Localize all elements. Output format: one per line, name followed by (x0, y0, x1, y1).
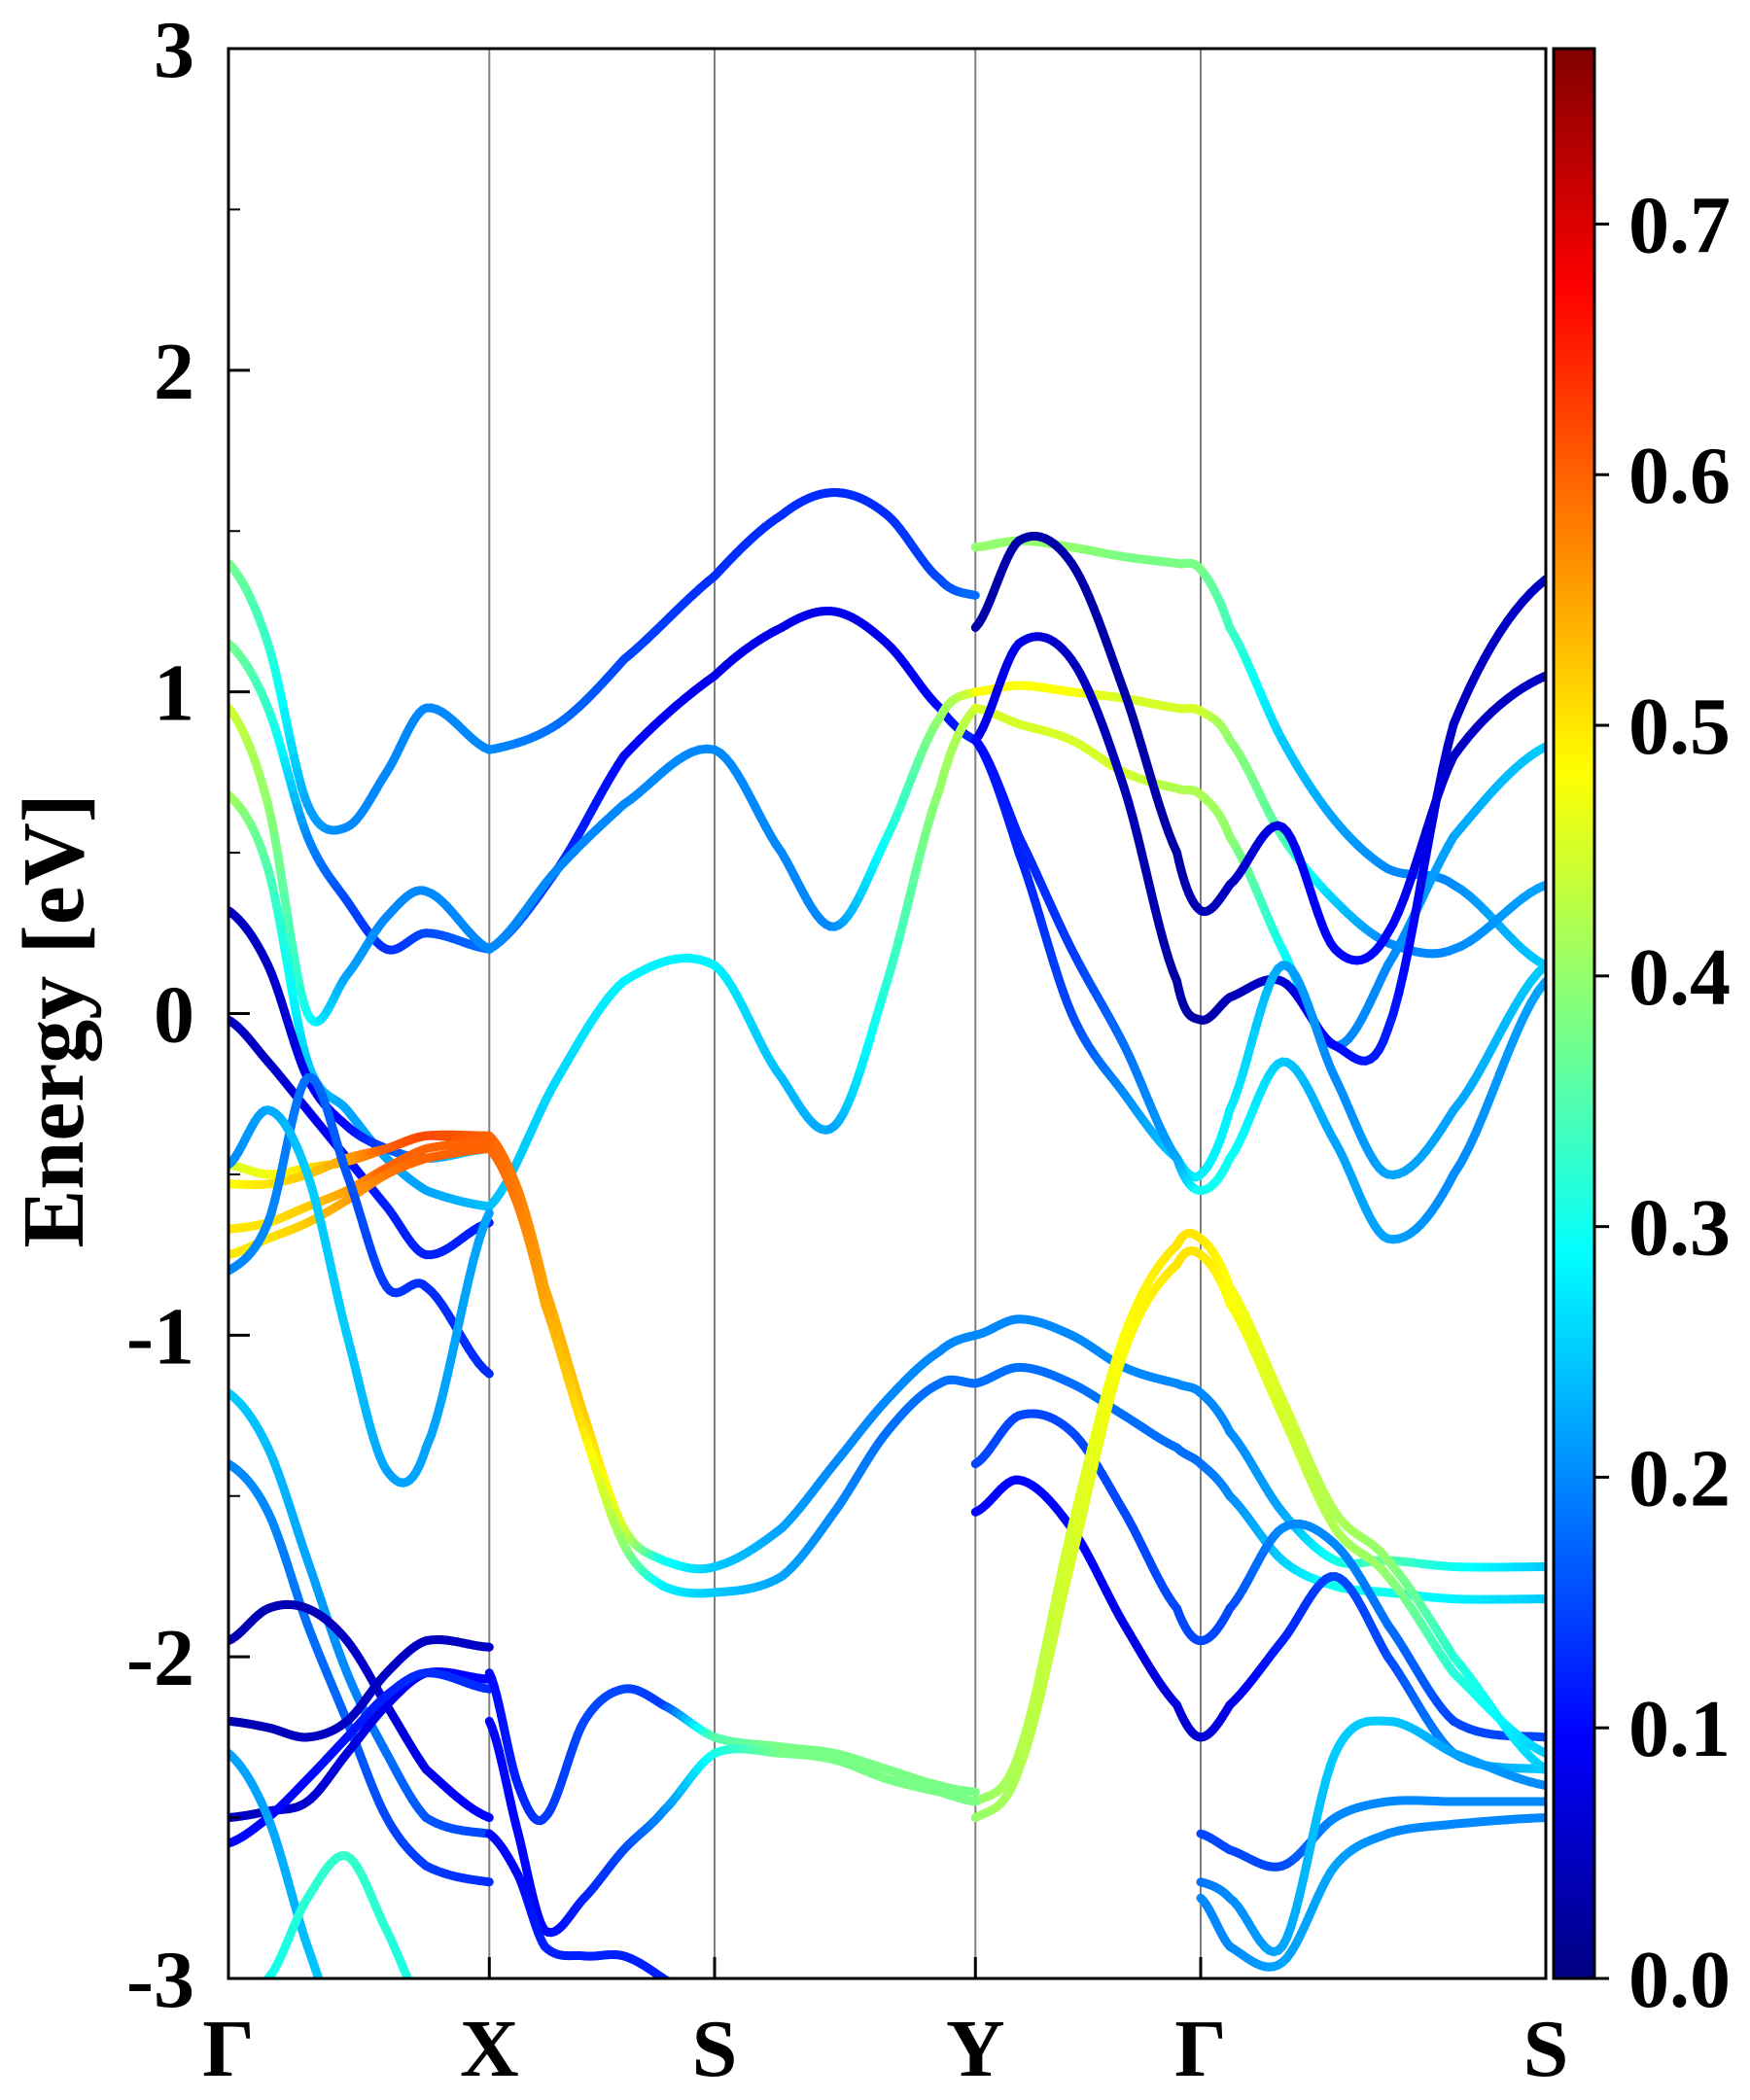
band-37-segment (340, 2033, 343, 2039)
x-tick-label: Y (946, 2004, 1005, 2094)
plot-frame (227, 47, 1548, 1980)
band-37-segment (380, 2043, 383, 2044)
x-tick-label: X (460, 2004, 519, 2094)
band-37-segment (312, 1970, 324, 1978)
colorbar (1552, 47, 1596, 1980)
band-lines (228, 488, 1546, 2049)
colorbar-tick-label: 0.3 (1628, 1183, 1731, 1274)
y-tick-label: -2 (126, 1613, 194, 1703)
band-37-segment (354, 2048, 357, 2049)
y-tick-label: 2 (154, 327, 194, 417)
band-22-segment (1416, 850, 1431, 890)
band-38-segment (423, 2007, 426, 2011)
x-tick-label: Γ (202, 2004, 254, 2094)
colorbar-tick-label: 0.4 (1628, 932, 1731, 1023)
y-tick-label: 3 (154, 5, 194, 95)
band-41-segment (663, 1977, 672, 1978)
band-41-segment (676, 1986, 680, 1989)
band-37-segment (350, 2047, 353, 2048)
band-37-segment (324, 1994, 327, 2003)
band-22-segment (1411, 880, 1425, 920)
band-41-segment (689, 1996, 693, 1999)
band-16-segment (479, 1364, 494, 1379)
y-axis: -3 -2 -1 0 1 2 3 (126, 5, 250, 2025)
band-37-segment (347, 2043, 350, 2046)
band-38-segment (416, 1996, 419, 2002)
x-tick-label: S (692, 2004, 738, 2094)
colorbar-tick-label: 0.7 (1628, 180, 1731, 270)
band-41-segment (681, 1990, 684, 1993)
band-37-segment (337, 2026, 340, 2033)
band-22-segment (1399, 938, 1415, 975)
y-tick-label: -3 (126, 1935, 194, 2025)
y-axis-label: Energy [eV] (6, 793, 102, 1247)
band-17-segment (479, 1208, 494, 1230)
band-37-segment (333, 2019, 336, 2026)
band-41-segment (693, 1999, 697, 2002)
colorbar-tick-label: 0.1 (1628, 1684, 1731, 1774)
y-tick-label: 1 (154, 648, 194, 739)
colorbar-tick-label: 0.0 (1628, 1935, 1731, 2025)
band-41-segment (672, 1983, 676, 1986)
x-tick-label: S (1523, 2004, 1569, 2094)
band-22-segment (1432, 764, 1448, 801)
band-36-segment (479, 1683, 494, 1694)
colorbar-tick-label: 0.5 (1628, 682, 1731, 772)
y-tick-label: 0 (154, 970, 194, 1061)
band-37-segment (376, 2044, 379, 2045)
band-33-segment (479, 1810, 494, 1823)
band-32-segment (479, 1876, 494, 1887)
band-37-segment (331, 2012, 333, 2019)
band-38-segment (409, 1982, 412, 1989)
band-22-segment (1421, 820, 1437, 859)
band-38-segment (402, 1970, 413, 1978)
y-tick-label: -1 (126, 1291, 194, 1382)
band-37-segment (321, 1984, 324, 1994)
high-symmetry-lines (488, 49, 1202, 1978)
band-37-segment (328, 2003, 331, 2012)
band-22-segment (1405, 910, 1420, 948)
band-38-segment (413, 1989, 416, 1996)
colorbar-ticks: 0.0 0.1 0.2 0.3 0.4 0.5 0.6 0.7 (1594, 180, 1731, 2025)
band-41-segment (684, 1993, 688, 1996)
band-37-segment (344, 2038, 347, 2043)
colorbar-tick-label: 0.2 (1628, 1433, 1731, 1523)
band-37-segment (373, 2045, 376, 2046)
band-37-segment (370, 2047, 373, 2048)
band-38-segment (419, 2002, 422, 2007)
band-22-segment (1427, 791, 1442, 829)
x-tick-label: Γ (1174, 2004, 1226, 2094)
band-37-segment (364, 2048, 367, 2049)
band-1-segment (967, 590, 980, 600)
colorbar-tick-label: 0.6 (1628, 431, 1731, 521)
